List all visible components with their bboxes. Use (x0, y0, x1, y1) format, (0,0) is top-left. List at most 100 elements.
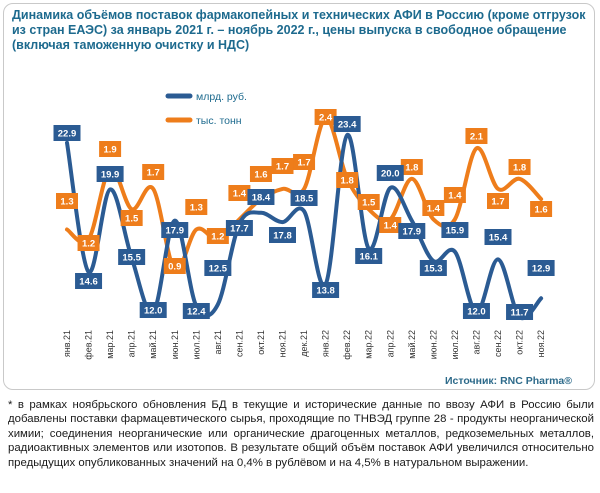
legend-item-ton: тыс. тонн (165, 115, 242, 127)
x-tick-label: май.22 (407, 330, 417, 359)
x-tick-label: авг.21 (213, 330, 223, 354)
x-tick-label: ноя.21 (278, 330, 288, 357)
x-tick-label: май.21 (148, 330, 158, 359)
x-tick-label: сен.22 (493, 330, 503, 357)
data-label-ton: 1.4 (228, 185, 251, 201)
x-tick-label: окт.22 (515, 330, 525, 355)
data-label-rub: 18.4 (247, 189, 275, 205)
svg-text:2.4: 2.4 (319, 113, 333, 124)
svg-text:15.4: 15.4 (489, 233, 508, 244)
data-label-ton: 1.9 (99, 141, 122, 157)
svg-text:1.6: 1.6 (254, 170, 267, 181)
data-label-rub: 15.3 (419, 260, 447, 276)
svg-text:12.5: 12.5 (209, 264, 228, 275)
svg-text:1.8: 1.8 (405, 163, 418, 174)
data-label-ton: 1.4 (379, 217, 402, 233)
series-line-rub (65, 132, 544, 321)
x-tick-label: сен.21 (234, 330, 244, 357)
svg-text:18.4: 18.4 (252, 193, 271, 204)
data-label-rub: 18.5 (290, 190, 318, 206)
data-label-ton: 1.2 (206, 228, 229, 244)
data-label-ton: 1.7 (293, 154, 316, 170)
svg-text:1.7: 1.7 (147, 168, 160, 179)
svg-text:1.4: 1.4 (448, 191, 462, 202)
data-label-rub: 17.9 (161, 222, 189, 238)
data-label-ton: 1.4 (422, 200, 445, 216)
x-tick-label: янв.22 (321, 330, 331, 357)
svg-text:15.3: 15.3 (424, 264, 443, 275)
svg-text:18.5: 18.5 (295, 194, 314, 205)
svg-text:0.9: 0.9 (168, 262, 181, 273)
svg-text:17.7: 17.7 (230, 224, 249, 235)
data-label-rub: 15.9 (441, 222, 469, 238)
svg-text:17.9: 17.9 (403, 227, 422, 238)
data-label-ton: 1.8 (508, 159, 531, 175)
data-label-ton: 1.7 (271, 158, 294, 174)
svg-text:12.0: 12.0 (467, 307, 486, 318)
x-tick-label: июл.21 (191, 330, 201, 359)
data-label-ton: 1.8 (400, 159, 423, 175)
x-tick-label: апр.21 (127, 330, 137, 357)
data-label-ton: 1.5 (357, 194, 380, 210)
svg-text:1.5: 1.5 (362, 198, 376, 209)
data-label-ton: 1.6 (249, 166, 272, 182)
data-label-ton: 1.3 (185, 199, 208, 215)
data-label-rub: 19.9 (96, 166, 124, 182)
x-tick-label: июн.22 (428, 330, 438, 359)
data-label-rub: 12.4 (182, 303, 210, 319)
svg-text:1.2: 1.2 (82, 239, 95, 250)
data-label-ton: 1.6 (530, 201, 553, 217)
data-label-rub: 23.4 (333, 116, 361, 132)
data-label-ton: 1.7 (487, 193, 509, 209)
x-tick-label: апр.22 (385, 330, 395, 357)
svg-text:12.4: 12.4 (187, 307, 206, 318)
x-tick-label: авг.22 (471, 330, 481, 354)
data-label-rub: 12.9 (527, 260, 555, 276)
series-lines (65, 115, 544, 321)
data-label-rub: 15.4 (484, 229, 512, 245)
svg-text:19.9: 19.9 (101, 170, 120, 181)
series-line-ton (65, 115, 544, 273)
svg-text:1.5: 1.5 (125, 214, 139, 225)
svg-text:тыс. тонн: тыс. тонн (196, 115, 242, 127)
data-label-ton: 1.3 (56, 193, 78, 209)
svg-text:11.7: 11.7 (511, 308, 529, 319)
footnote: * в рамках ноябрьского обновления БД в т… (8, 399, 594, 469)
data-label-rub: 22.9 (53, 125, 81, 141)
chart-plot: млрд. руб. тыс. тонн 1.3 1.2 1.9 1.5 1.7 0.9 1.… (53, 91, 555, 360)
svg-text:1.4: 1.4 (384, 221, 398, 232)
svg-text:15.5: 15.5 (122, 253, 141, 264)
x-tick-label: фев.21 (84, 330, 94, 360)
data-label-rub: 14.6 (75, 273, 103, 289)
svg-text:1.8: 1.8 (341, 176, 354, 187)
data-label-rub: 16.1 (355, 248, 383, 264)
svg-text:1.2: 1.2 (211, 232, 224, 243)
data-label-rub: 20.0 (376, 165, 404, 181)
data-label-rub: 12.0 (139, 302, 167, 318)
x-tick-labels: янв.21 фев.21 мар.21 апр.21 май.21 июн.21 июл.… (62, 330, 546, 360)
data-label-ton: 1.8 (336, 172, 359, 188)
data-label-rub: 15.5 (118, 249, 146, 265)
x-tick-label: июл.22 (450, 330, 460, 359)
svg-text:1.8: 1.8 (513, 163, 526, 174)
svg-text:1.7: 1.7 (491, 197, 504, 208)
data-label-rub: 12.5 (204, 260, 232, 276)
data-label-rub: 17.8 (269, 227, 296, 243)
svg-text:2.1: 2.1 (470, 132, 484, 143)
legend: млрд. руб. тыс. тонн (165, 91, 247, 127)
svg-text:млрд. руб.: млрд. руб. (196, 91, 247, 103)
legend-item-rub: млрд. руб. (165, 91, 247, 103)
data-label-ton: 1.7 (142, 164, 165, 180)
data-label-rub: 13.8 (312, 282, 340, 298)
data-label-ton: 1.4 (443, 187, 466, 203)
svg-text:15.9: 15.9 (446, 226, 465, 237)
svg-text:22.9: 22.9 (58, 129, 77, 140)
svg-text:1.4: 1.4 (427, 204, 441, 215)
svg-text:1.7: 1.7 (297, 158, 310, 169)
svg-text:12.0: 12.0 (144, 306, 163, 317)
svg-text:1.3: 1.3 (60, 197, 73, 208)
x-tick-label: мар.22 (364, 330, 374, 359)
svg-text:17.8: 17.8 (273, 231, 292, 242)
svg-text:1.3: 1.3 (190, 203, 203, 214)
data-labels: 1.3 1.2 1.9 1.5 1.7 0.9 1.3 1.2 1.4 1.6 1.7 1.7 2.4 1… (53, 109, 555, 320)
